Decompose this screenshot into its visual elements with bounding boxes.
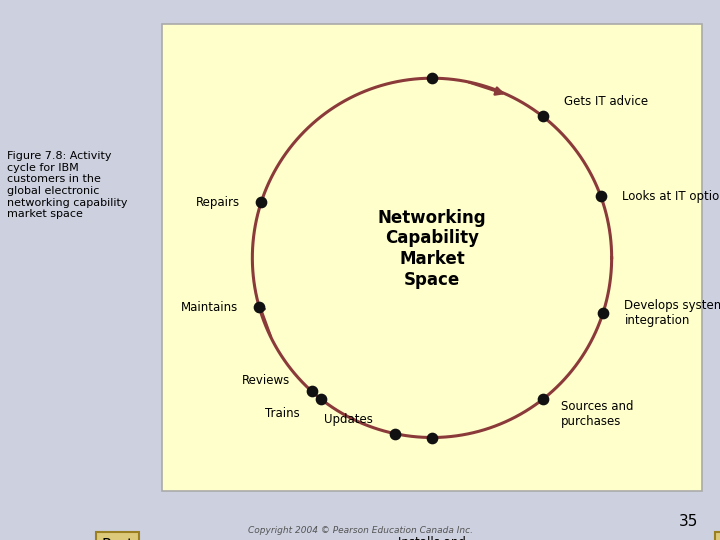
Text: Installs and
sets up: Installs and sets up xyxy=(398,536,466,540)
Text: Reviews: Reviews xyxy=(242,374,290,387)
Point xyxy=(389,429,400,438)
Point xyxy=(595,192,606,201)
FancyBboxPatch shape xyxy=(162,24,702,491)
Point xyxy=(537,112,549,120)
Text: Updates: Updates xyxy=(324,413,373,426)
Text: Trains: Trains xyxy=(265,407,300,420)
Point xyxy=(306,387,318,396)
Text: 35: 35 xyxy=(679,514,698,529)
Point xyxy=(426,433,438,442)
Text: Repairs: Repairs xyxy=(195,196,240,209)
Point xyxy=(256,198,267,207)
Point xyxy=(537,395,549,404)
Point xyxy=(315,395,327,404)
Text: Post: Post xyxy=(102,538,134,540)
Text: Gets IT advice: Gets IT advice xyxy=(564,96,648,109)
Point xyxy=(597,309,608,318)
Text: Figure 7.8: Activity
cycle for IBM
customers in the
global electronic
networking: Figure 7.8: Activity cycle for IBM custo… xyxy=(7,151,127,219)
Text: Maintains: Maintains xyxy=(181,301,238,314)
Text: Networking
Capability
Market
Space: Networking Capability Market Space xyxy=(378,208,486,289)
Point xyxy=(426,74,438,83)
Point xyxy=(253,303,265,312)
Text: Copyright 2004 © Pearson Education Canada Inc.: Copyright 2004 © Pearson Education Canad… xyxy=(248,525,472,535)
Text: Looks at IT options: Looks at IT options xyxy=(622,190,720,203)
Text: Develops systems
integration: Develops systems integration xyxy=(624,299,720,327)
Text: Sources and
purchases: Sources and purchases xyxy=(561,400,633,428)
